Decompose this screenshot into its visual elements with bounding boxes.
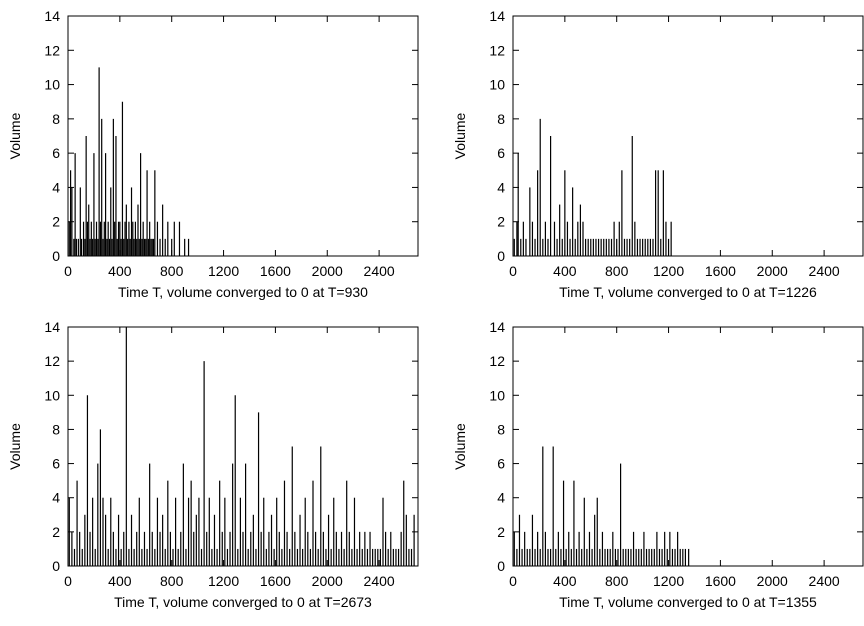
bars-group (513, 118, 672, 256)
x-tick-label: 1200 (653, 263, 684, 279)
y-tick-label: 6 (52, 456, 60, 472)
y-tick-label: 6 (52, 145, 60, 161)
bars-group (68, 327, 415, 566)
x-tick-label: 1600 (260, 263, 291, 279)
bars-group (513, 446, 690, 566)
y-tick-label: 14 (489, 319, 505, 335)
x-tick-label: 0 (509, 573, 517, 589)
y-tick-label: 4 (497, 490, 505, 506)
y-tick-label: 12 (44, 42, 60, 58)
x-tick-label: 2000 (757, 573, 788, 589)
chart-panel-4: 0 2 4 6 8 10 12 14 0 400 800 1200 1600 2000 2400 Time T… (452, 319, 864, 610)
y-tick-label: 4 (52, 179, 60, 195)
chart-panel-2: 0 2 4 6 8 10 12 14 0 400 800 1200 1600 2000 2400 Time T… (452, 8, 864, 300)
x-axis-label: Time T, volume converged to 0 at T=1226 (559, 284, 817, 300)
x-tick-label: 0 (509, 263, 517, 279)
y-tick-label: 0 (52, 248, 60, 264)
y-tick-label: 12 (44, 353, 60, 369)
y-tick-label: 6 (497, 456, 505, 472)
y-tick-label: 8 (497, 111, 505, 127)
x-tick-label: 0 (64, 263, 72, 279)
y-tick-label: 10 (44, 387, 60, 403)
chart-panel-3: 0 2 4 6 8 10 12 14 0 400 800 1200 1600 2000 2400 Time T… (7, 319, 419, 610)
plot-frame (512, 15, 864, 257)
y-tick-label: 6 (497, 145, 505, 161)
y-tick-label: 2 (52, 214, 60, 230)
y-tick-label: 10 (44, 77, 60, 93)
x-tick-label: 2400 (809, 573, 840, 589)
x-tick-label: 2400 (364, 573, 395, 589)
x-tick-label: 1600 (705, 573, 736, 589)
x-tick-label: 2400 (364, 263, 395, 279)
x-tick-label: 400 (553, 263, 577, 279)
x-tick-label: 800 (160, 263, 184, 279)
x-tick-label: 1600 (260, 573, 291, 589)
chart-panel-1: 0 2 4 6 8 10 12 14 0 400 800 1200 1600 2000 2400 Time T… (7, 8, 419, 300)
y-tick-label: 4 (52, 490, 60, 506)
y-axis-label: Volume (7, 423, 23, 470)
x-tick-label: 800 (160, 573, 184, 589)
x-tick-label: 400 (108, 263, 132, 279)
y-tick-label: 2 (497, 524, 505, 540)
y-tick-label: 14 (44, 319, 60, 335)
x-tick-label: 1200 (208, 263, 239, 279)
y-axis-label: Volume (452, 112, 468, 159)
y-tick-label: 14 (44, 8, 60, 24)
x-tick-label: 2000 (312, 573, 343, 589)
x-tick-label: 800 (605, 573, 629, 589)
x-tick-label: 2000 (312, 263, 343, 279)
x-tick-label: 0 (64, 573, 72, 589)
y-tick-label: 8 (497, 421, 505, 437)
y-tick-label: 0 (52, 558, 60, 574)
x-tick-label: 2400 (809, 263, 840, 279)
y-tick-label: 0 (497, 248, 505, 264)
plot-frame (67, 326, 419, 567)
x-axis-label: Time T, volume converged to 0 at T=930 (118, 284, 368, 300)
plot-frame (67, 15, 419, 257)
y-tick-label: 12 (489, 42, 505, 58)
x-axis-label: Time T, volume converged to 0 at T=2673 (114, 594, 372, 610)
y-tick-label: 2 (497, 214, 505, 230)
x-tick-label: 800 (605, 263, 629, 279)
y-tick-label: 10 (489, 387, 505, 403)
x-tick-label: 400 (553, 573, 577, 589)
y-tick-label: 4 (497, 179, 505, 195)
x-tick-label: 2000 (757, 263, 788, 279)
y-axis-label: Volume (452, 423, 468, 470)
x-tick-label: 1600 (705, 263, 736, 279)
x-axis-label: Time T, volume converged to 0 at T=1355 (559, 594, 817, 610)
y-tick-label: 12 (489, 353, 505, 369)
y-tick-label: 14 (489, 8, 505, 24)
x-tick-label: 400 (108, 573, 132, 589)
y-tick-label: 0 (497, 558, 505, 574)
y-tick-label: 10 (489, 77, 505, 93)
y-tick-label: 8 (52, 111, 60, 127)
y-tick-label: 2 (52, 524, 60, 540)
y-tick-label: 8 (52, 421, 60, 437)
bars-group (68, 67, 190, 256)
x-tick-label: 1200 (653, 573, 684, 589)
y-axis-label: Volume (7, 112, 23, 159)
plot-frame (512, 326, 864, 567)
x-tick-label: 1200 (208, 573, 239, 589)
